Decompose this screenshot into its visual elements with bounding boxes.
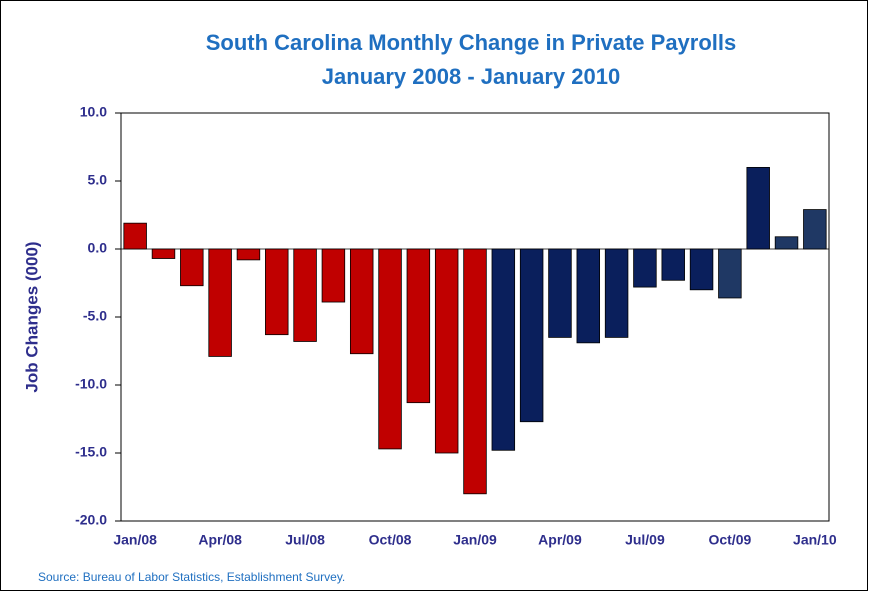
- bar: [406, 248, 431, 404]
- bar: [236, 248, 261, 261]
- bar: [463, 248, 487, 495]
- bar: [718, 248, 742, 299]
- bar: [265, 248, 289, 336]
- chart-subtitle: January 2008 - January 2010: [322, 64, 620, 89]
- y-tick-label: 0.0: [88, 240, 108, 256]
- y-tick-label: -10.0: [75, 376, 107, 392]
- bar: [321, 248, 346, 303]
- bar: [689, 248, 714, 291]
- bar: [208, 248, 232, 357]
- y-tick-label: 5.0: [88, 172, 108, 188]
- bar: [803, 209, 827, 250]
- y-axis-label: Job Changes (000): [22, 241, 41, 392]
- bar: [349, 248, 374, 355]
- x-tick-label: Jul/08: [285, 532, 325, 548]
- bar: [293, 248, 317, 342]
- bar: [774, 236, 799, 250]
- x-tick-label: Jan/08: [113, 532, 157, 548]
- source-note: Source: Bureau of Labor Statistics, Esta…: [38, 570, 345, 584]
- y-tick-label: -20.0: [75, 512, 107, 528]
- bar: [378, 248, 402, 450]
- x-tick-label: Jul/09: [625, 532, 665, 548]
- bar: [519, 248, 544, 423]
- bar: [151, 248, 176, 259]
- x-tick-label: Oct/08: [369, 532, 412, 548]
- chart-title: South Carolina Monthly Change in Private…: [206, 30, 737, 55]
- y-tick-label: 10.0: [80, 104, 107, 120]
- x-tick-label: Jan/09: [453, 532, 497, 548]
- y-tick-label: -15.0: [75, 444, 107, 460]
- x-tick-label: Jan/10: [793, 532, 837, 548]
- bar: [548, 248, 572, 338]
- bar: [746, 166, 770, 250]
- bar: [491, 248, 516, 451]
- x-tick-label: Oct/09: [708, 532, 751, 548]
- bar: [633, 248, 657, 288]
- bar: [434, 248, 459, 454]
- bar: [180, 248, 204, 287]
- bar: [123, 222, 147, 250]
- x-tick-label: Apr/08: [198, 532, 242, 548]
- bar: [661, 248, 685, 281]
- x-tick-label: Apr/09: [538, 532, 582, 548]
- bar: [604, 248, 629, 338]
- y-tick-label: -5.0: [83, 308, 107, 324]
- bar: [576, 248, 601, 344]
